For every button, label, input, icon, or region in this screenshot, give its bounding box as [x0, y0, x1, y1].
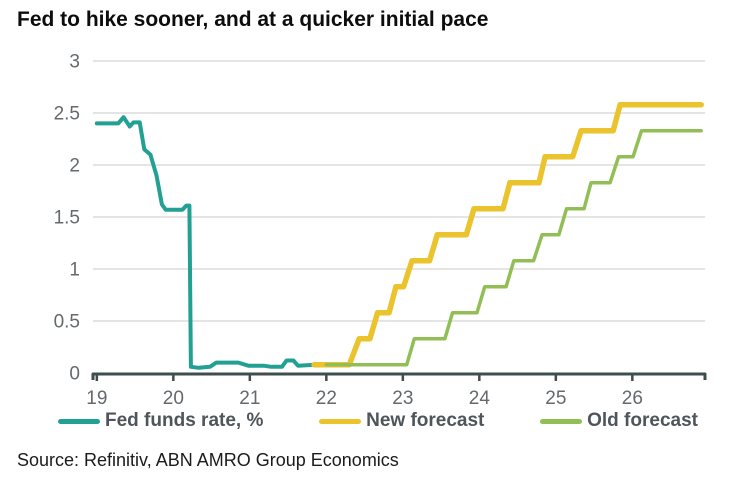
y-tick-label: 0: [69, 364, 80, 385]
y-tick-label: 1.5: [54, 208, 80, 229]
legend-label: Fed funds rate, %: [105, 410, 264, 431]
x-tick-label: 23: [392, 388, 413, 409]
y-tick-label: 2: [69, 156, 80, 177]
x-tick-label: 22: [316, 388, 337, 409]
legend-item-new-forecast: New forecast: [319, 410, 484, 432]
x-axis: [91, 372, 707, 380]
legend-label: New forecast: [366, 410, 485, 431]
x-tick-label: 21: [239, 388, 260, 409]
x-tick-label: 24: [469, 388, 491, 409]
y-tick-label: 3: [69, 52, 80, 73]
y-tick-label: 1: [69, 260, 80, 281]
series-line-new-forecast: [311, 101, 704, 368]
x-tick-label: 26: [622, 388, 643, 409]
fed-funds-rate-line-swatch-icon: [58, 418, 100, 424]
series-line-old-forecast: [324, 128, 703, 367]
legend-item-old-forecast: Old forecast: [540, 410, 698, 432]
y-tick-label: 0.5: [54, 312, 80, 333]
x-tick-label: 20: [163, 388, 184, 409]
chart-title: Fed to hike sooner, and at a quicker ini…: [17, 8, 489, 31]
y-tick-label: 2.5: [54, 104, 80, 125]
series-line-fed-funds-rate: [94, 115, 317, 370]
chart-legend: Fed funds rate, % New forecast Old forec…: [58, 410, 698, 432]
new-forecast-line-swatch-icon: [319, 418, 362, 424]
x-tick-label: 25: [545, 388, 566, 409]
old-forecast-line-swatch-icon: [540, 418, 583, 424]
source-attribution: Source: Refinitiv, ABN AMRO Group Econom…: [17, 450, 399, 470]
x-tick-label: 19: [86, 388, 107, 409]
legend-item-fed-funds-rate: Fed funds rate, %: [58, 410, 263, 432]
legend-label: Old forecast: [587, 410, 698, 431]
